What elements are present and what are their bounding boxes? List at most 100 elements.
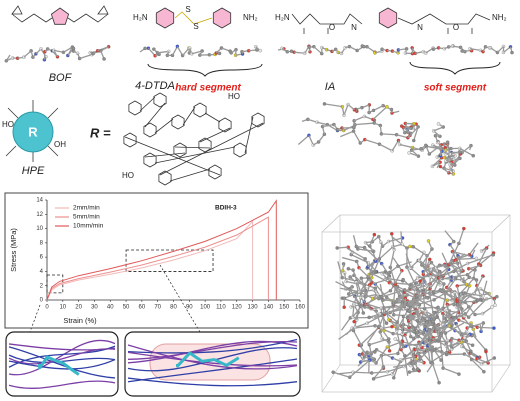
stick — [373, 105, 384, 112]
stick — [412, 246, 428, 257]
y-tick-label: 4 — [40, 269, 44, 275]
y-axis-label: Stress (MPa) — [9, 228, 18, 272]
stick — [462, 292, 479, 301]
stick — [392, 284, 397, 305]
stick — [429, 277, 439, 289]
box-edge — [321, 364, 341, 393]
stick — [353, 291, 360, 305]
stick — [389, 249, 395, 268]
stick — [471, 359, 485, 373]
stick — [420, 315, 434, 339]
polymer-chain — [127, 377, 298, 387]
bond — [174, 146, 211, 149]
hpe-r: R — [28, 124, 38, 139]
stick — [397, 261, 412, 267]
stick — [360, 278, 370, 291]
stick — [418, 299, 435, 305]
x-axis-label: Strain (%) — [63, 316, 97, 325]
stick — [428, 144, 442, 155]
stick — [322, 123, 335, 128]
atom — [384, 321, 389, 325]
box-edge — [321, 214, 341, 233]
x-tick-label: 20 — [75, 305, 82, 311]
stick — [480, 288, 495, 300]
stick — [338, 326, 356, 340]
stick — [401, 316, 405, 334]
polymer-chain — [8, 346, 116, 379]
series-line — [46, 199, 277, 301]
stick — [396, 134, 409, 139]
atom — [437, 380, 441, 385]
stick — [346, 247, 366, 260]
ring — [123, 132, 137, 148]
hpe-label: HPE — [22, 165, 45, 177]
stick — [421, 248, 433, 266]
stick — [407, 126, 419, 139]
chem-text: N — [417, 23, 423, 32]
hard-segment — [38, 355, 80, 376]
atom — [482, 369, 486, 374]
stick — [400, 355, 416, 361]
stick — [378, 246, 394, 260]
stick — [391, 233, 395, 250]
dtda-label: 4-DTDA — [135, 80, 175, 92]
stick — [468, 264, 481, 270]
stick — [381, 308, 404, 315]
stick — [469, 48, 481, 52]
y-tick-label: 6 — [40, 255, 44, 261]
stick — [448, 317, 457, 327]
stick — [408, 294, 424, 312]
stick — [365, 293, 378, 298]
atom — [428, 257, 432, 262]
x-tick-label: 110 — [216, 305, 226, 311]
stick — [440, 277, 462, 281]
x-tick-label: 120 — [232, 305, 243, 311]
stick — [308, 135, 314, 146]
stick — [359, 291, 374, 299]
legend-label: 10mm/min — [73, 223, 104, 230]
atom — [415, 367, 420, 371]
atom — [390, 324, 394, 329]
bof-label: BOF — [49, 72, 73, 84]
bond — [397, 13, 491, 25]
stick — [352, 305, 362, 318]
stick — [405, 253, 412, 269]
atom — [322, 102, 327, 106]
stick — [440, 270, 454, 278]
bond — [169, 168, 211, 182]
stick — [342, 277, 357, 282]
atom — [373, 350, 377, 354]
chem-text: OH — [54, 140, 66, 149]
polymer-chain — [127, 340, 298, 364]
stick — [468, 242, 479, 256]
atom — [491, 253, 495, 257]
atom — [335, 246, 339, 250]
box-front — [321, 231, 493, 393]
stick — [79, 53, 92, 60]
stick — [444, 230, 455, 242]
stick — [416, 291, 434, 297]
stick — [408, 314, 422, 322]
bond — [174, 11, 213, 25]
stick — [400, 231, 403, 245]
bond — [204, 112, 221, 123]
polymer-chain — [127, 344, 298, 370]
stick — [448, 243, 460, 265]
stick — [381, 289, 405, 298]
stick — [381, 352, 398, 357]
stick — [392, 363, 412, 368]
stick — [372, 106, 388, 120]
x-tick-label: 0 — [45, 305, 49, 311]
polymer-chain — [8, 380, 116, 389]
stick — [445, 278, 457, 293]
x-tick-label: 60 — [139, 305, 146, 311]
stick — [458, 228, 465, 244]
stick — [375, 346, 388, 364]
stick — [353, 115, 365, 122]
box-back — [339, 214, 511, 366]
atom — [258, 48, 262, 53]
stick — [396, 330, 402, 350]
stick — [477, 326, 495, 329]
stick — [415, 348, 427, 352]
